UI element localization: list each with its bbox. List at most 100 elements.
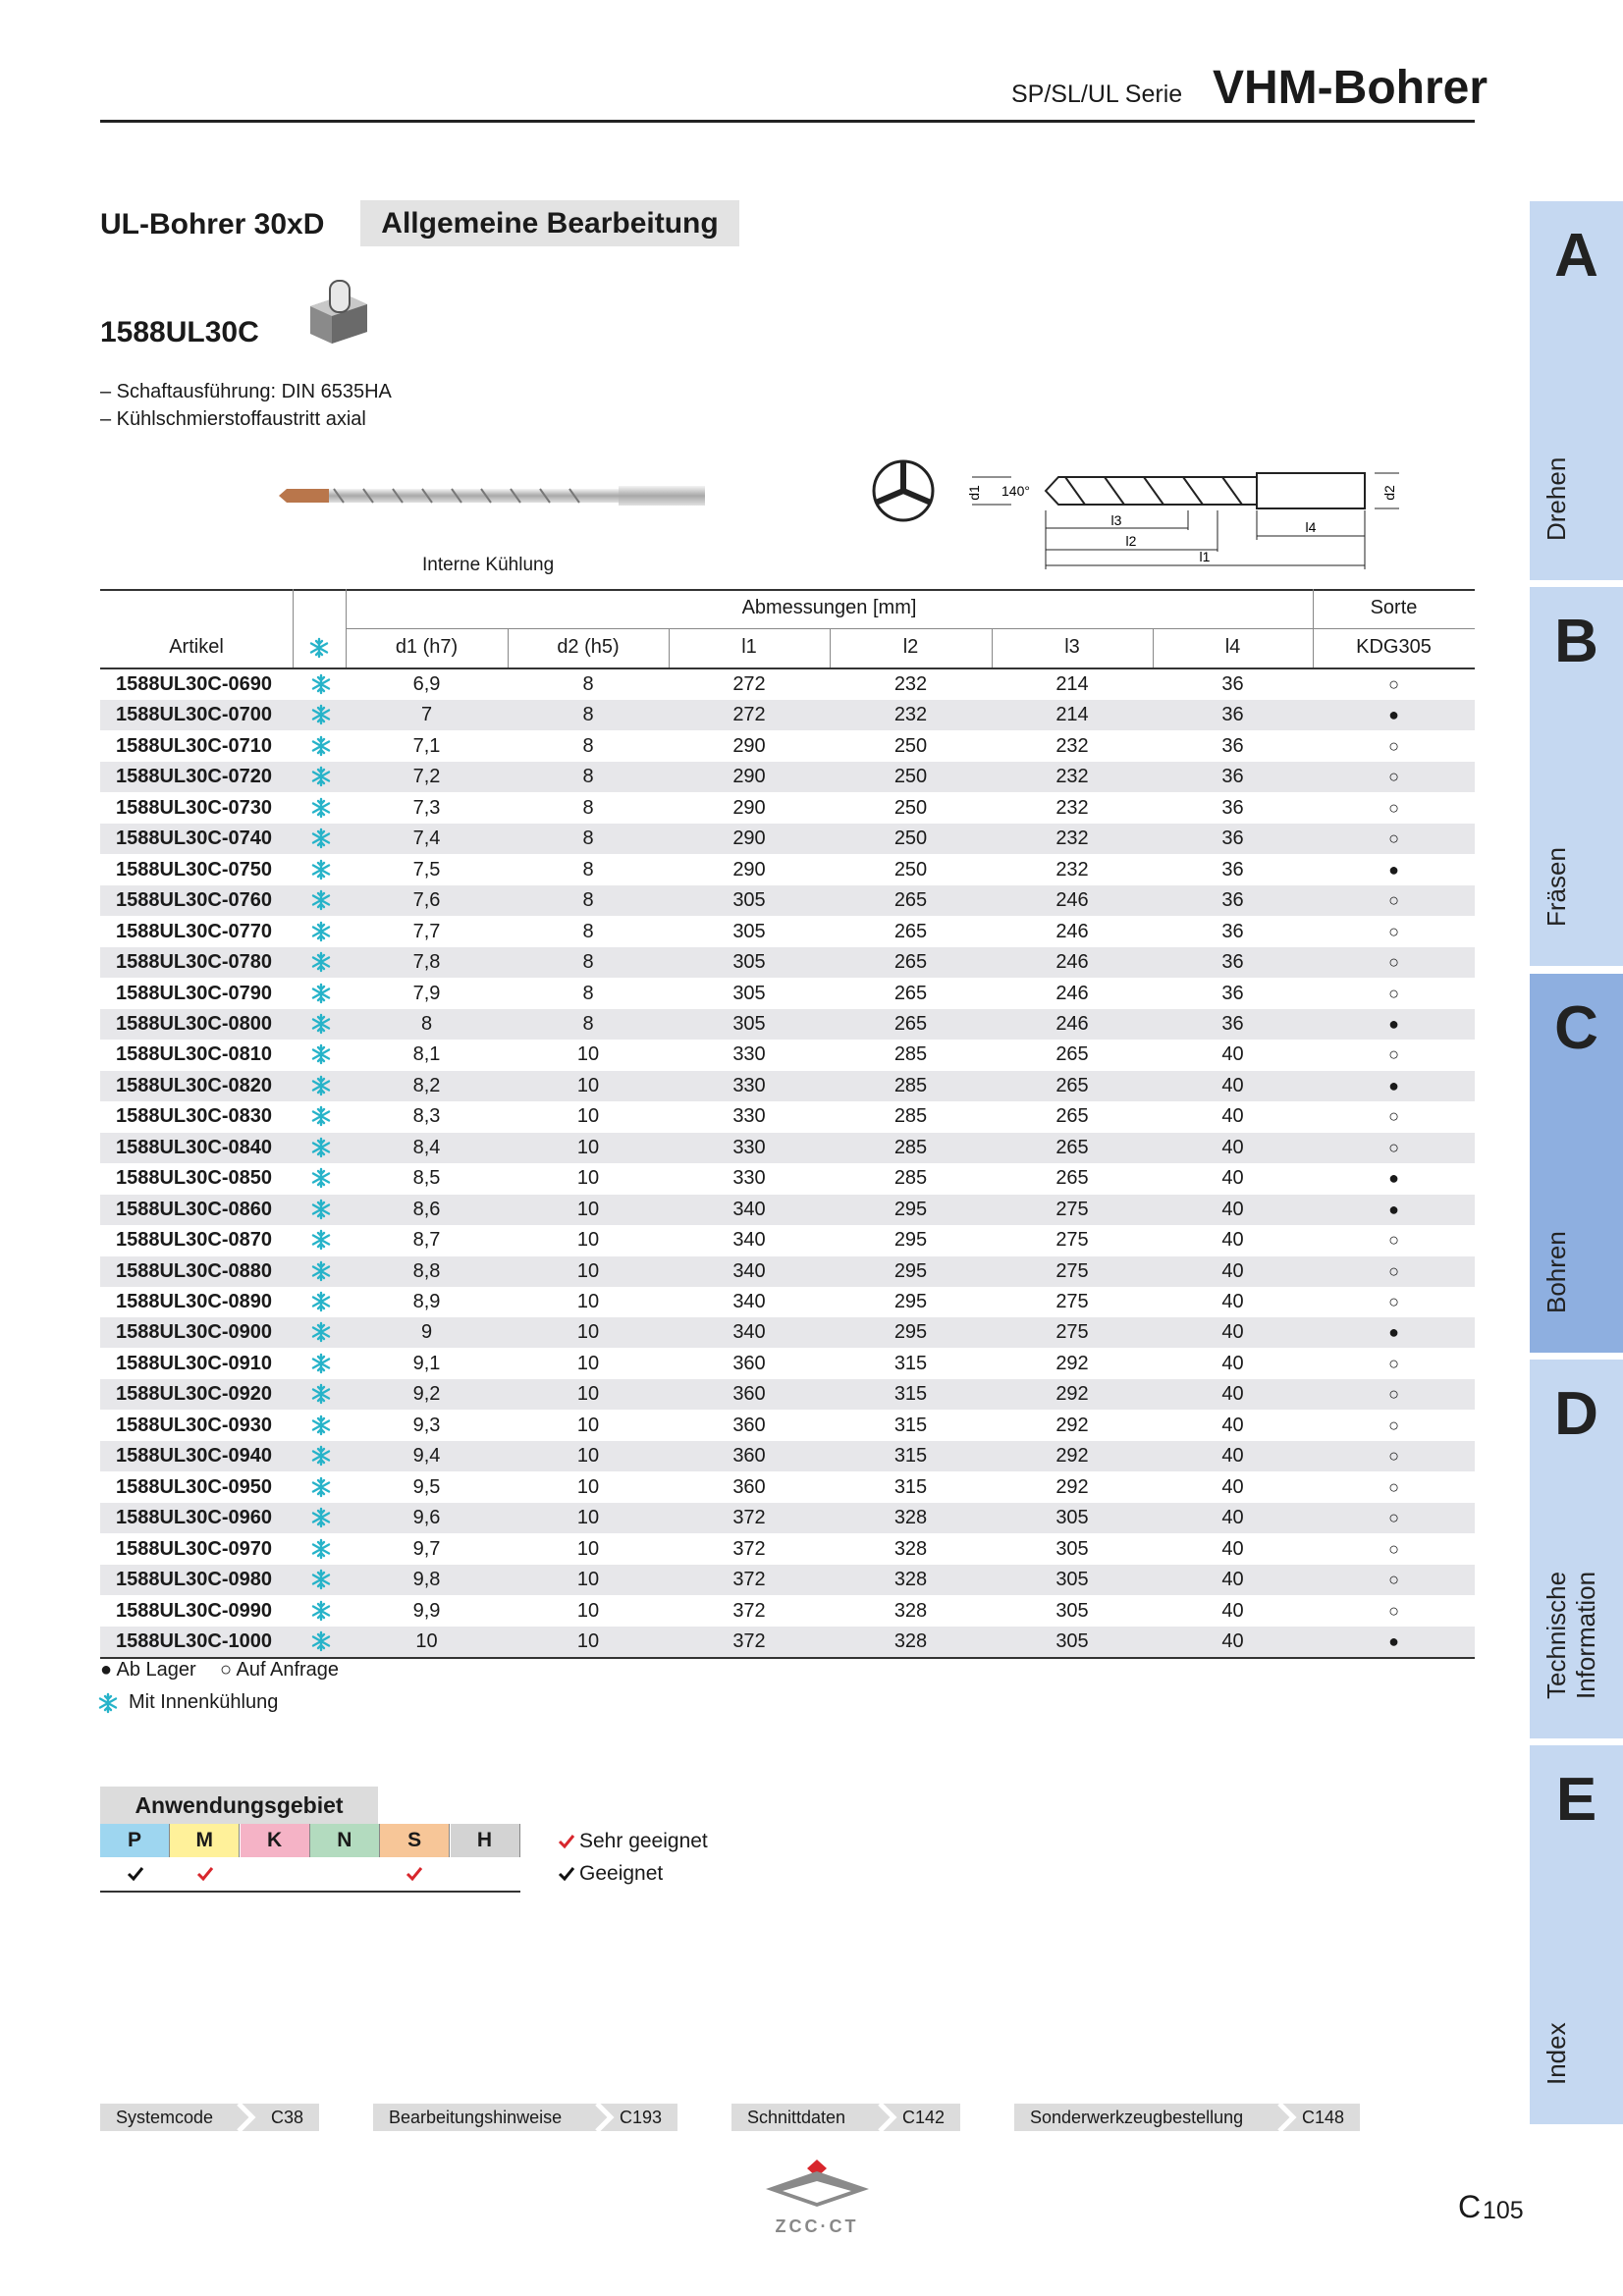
cell: 8 <box>582 704 594 726</box>
col-rule <box>346 589 347 667</box>
side-tab[interactable]: D Technische Information <box>1530 1359 1623 1738</box>
tab-letter[interactable]: C <box>1554 993 1598 1062</box>
cell: 40 <box>1221 1629 1244 1652</box>
tab-letter[interactable]: D <box>1554 1379 1598 1448</box>
coolant-icon <box>97 1692 119 1719</box>
nav-label[interactable]: Bearbeitungshinweise <box>389 2108 563 2127</box>
nav-label[interactable]: Sonderwerkzeugbestellung <box>1030 2108 1244 2127</box>
cell: 214 <box>1055 704 1089 726</box>
cell: 265 <box>1055 1074 1089 1096</box>
cell: 275 <box>1055 1198 1089 1220</box>
table-row: 1588UL30C-0700 7 8 272 232 214 36 ● <box>100 700 1475 731</box>
cell: 292 <box>1055 1352 1089 1374</box>
tab-label[interactable]: Fräsen <box>1542 847 1571 928</box>
cell: 7,4 <box>412 828 441 850</box>
cell: 305 <box>1055 1629 1089 1652</box>
cell: 8,9 <box>412 1291 441 1312</box>
table-row: 1588UL30C-0920 9,2 10 360 315 292 40 ○ <box>100 1379 1475 1411</box>
tab-label[interactable]: Technische Information <box>1542 1571 1600 1699</box>
arrow <box>876 2102 897 2139</box>
cell: 36 <box>1221 982 1244 1004</box>
page-section: C <box>1458 2189 1482 2224</box>
tab-label[interactable]: Index <box>1542 2022 1571 2086</box>
nav-link[interactable]: Systemcode C38 <box>100 2102 319 2133</box>
table-row: 1588UL30C-0960 9,6 10 372 328 305 40 ○ <box>100 1503 1475 1534</box>
col-rule <box>508 628 509 667</box>
cell: 290 <box>732 796 766 819</box>
table-row: 1588UL30C-0950 9,5 10 360 315 292 40 ○ <box>100 1472 1475 1503</box>
cell: 40 <box>1221 1043 1244 1066</box>
cell: 40 <box>1221 1321 1244 1344</box>
cell: ○ <box>1388 1415 1399 1435</box>
tab-letter[interactable]: E <box>1555 1766 1597 1835</box>
nav-link[interactable]: Bearbeitungshinweise C193 <box>373 2102 677 2133</box>
tab-letter[interactable]: A <box>1554 222 1598 290</box>
table-row: 1588UL30C-0720 7,2 8 290 250 232 36 ○ <box>100 762 1475 793</box>
cell: 36 <box>1221 673 1244 695</box>
nav-label[interactable]: Schnittdaten <box>747 2108 846 2127</box>
drill-image <box>279 486 705 506</box>
cell: 246 <box>1055 1012 1089 1035</box>
table-row: 1588UL30C-0790 7,9 8 305 265 246 36 ○ <box>100 979 1475 1009</box>
cell: 265 <box>1055 1167 1089 1190</box>
rule <box>346 628 1475 629</box>
nav-link[interactable]: Schnittdaten C142 <box>731 2102 960 2133</box>
cell: 372 <box>732 1629 766 1652</box>
table-row: 1588UL30C-0810 8,1 10 330 285 265 40 ○ <box>100 1040 1475 1070</box>
nav-link[interactable]: Sonderwerkzeugbestellung C148 <box>1014 2102 1360 2133</box>
cell: 1588UL30C-0960 <box>116 1507 272 1529</box>
cell: 305 <box>1055 1537 1089 1560</box>
nav-label[interactable]: Systemcode <box>116 2108 214 2127</box>
cell: 8 <box>420 1012 433 1035</box>
cell: 340 <box>732 1198 766 1220</box>
cell: 6,9 <box>412 673 441 695</box>
tab-letter[interactable]: B <box>1554 608 1598 676</box>
nav-page[interactable]: C148 <box>1301 2108 1344 2127</box>
nav-page[interactable]: C193 <box>619 2108 662 2127</box>
cell: 295 <box>893 1259 928 1282</box>
material-group: H <box>450 1824 520 1857</box>
tab-label[interactable]: Bohren <box>1542 1230 1571 1313</box>
nav-page[interactable]: C38 <box>270 2108 303 2127</box>
cell: 328 <box>893 1507 928 1529</box>
nav-page[interactable]: C142 <box>901 2108 945 2127</box>
cell: 7,9 <box>412 982 441 1004</box>
cell: ○ <box>1388 735 1399 756</box>
cell: 232 <box>893 673 928 695</box>
cell: 10 <box>576 1105 600 1128</box>
cell: ○ <box>1388 1476 1399 1497</box>
cell: 8,5 <box>412 1167 441 1190</box>
side-tab[interactable]: A Drehen <box>1530 201 1623 580</box>
side-tab[interactable]: E Index <box>1530 1745 1623 2125</box>
cell: ○ <box>1388 921 1399 941</box>
table-row: 1588UL30C-0730 7,3 8 290 250 232 36 ○ <box>100 793 1475 824</box>
cell: 36 <box>1221 828 1244 850</box>
cell: ○ <box>1388 767 1399 787</box>
cell: 8 <box>582 734 594 757</box>
cell: 330 <box>732 1074 766 1096</box>
tab-label[interactable]: Drehen <box>1542 456 1571 541</box>
cell: 214 <box>1055 673 1089 695</box>
cell: 340 <box>732 1229 766 1252</box>
coolant-icon <box>310 1229 332 1255</box>
cell: 10 <box>576 1599 600 1622</box>
coolant-icon <box>310 1569 332 1595</box>
cell: 10 <box>576 1229 600 1252</box>
coolant-icon <box>310 797 332 824</box>
cell: 10 <box>576 1043 600 1066</box>
arrow <box>1275 2102 1297 2139</box>
cell: ○ <box>1388 890 1399 911</box>
table-row: 1588UL30C-0890 8,9 10 340 295 275 40 ○ <box>100 1287 1475 1317</box>
cell: ○ <box>1388 1230 1399 1251</box>
side-tab[interactable]: B Fräsen <box>1530 587 1623 967</box>
table-row: 1588UL30C-0760 7,6 8 305 265 246 36 ○ <box>100 885 1475 917</box>
side-tab[interactable]: C Bohren <box>1530 973 1623 1353</box>
cell: 305 <box>732 920 766 942</box>
cell: 36 <box>1221 796 1244 819</box>
coolant-icon <box>310 983 332 1009</box>
coolant-icon <box>310 1199 332 1225</box>
cell: 290 <box>732 734 766 757</box>
cell: 7,2 <box>412 766 441 788</box>
cell: 10 <box>576 1167 600 1190</box>
cell: 40 <box>1221 1383 1244 1406</box>
